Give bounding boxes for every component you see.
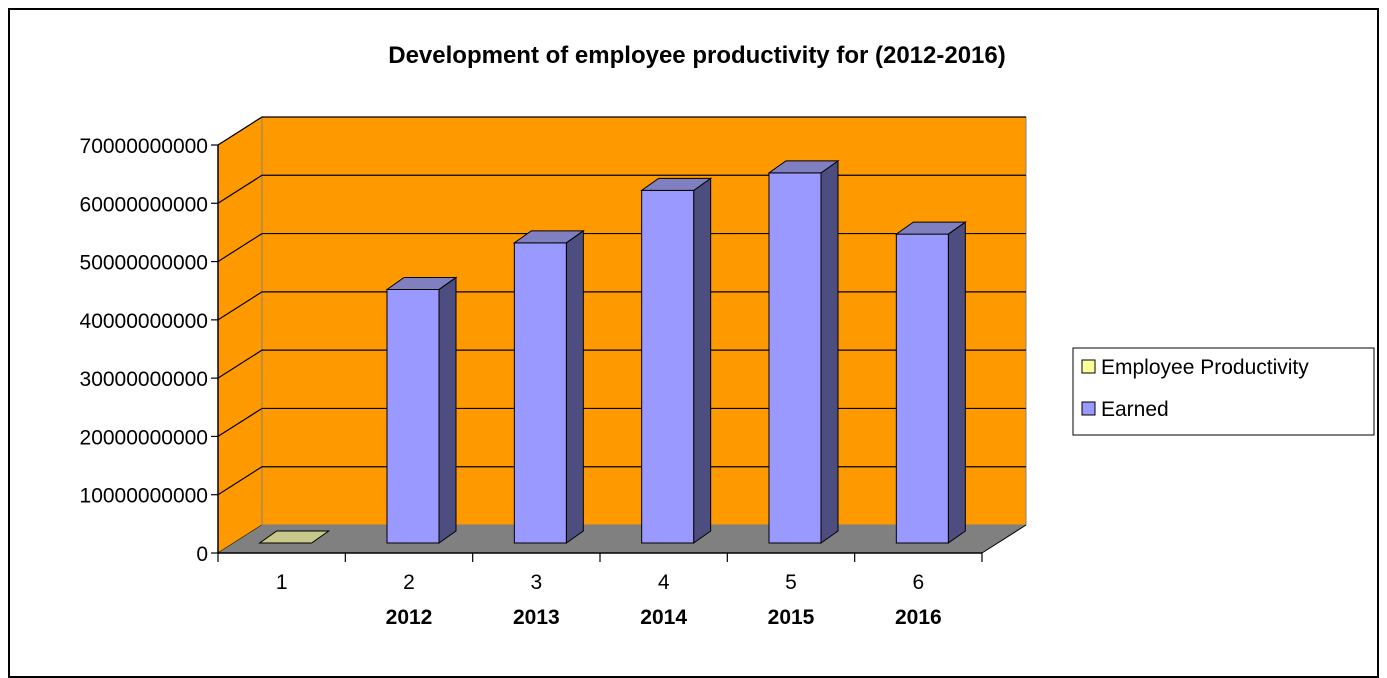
y-tick-label: 70000000000 bbox=[80, 135, 208, 158]
bar-side bbox=[438, 276, 457, 544]
bar-side bbox=[820, 159, 839, 544]
side-wall bbox=[217, 116, 263, 554]
bar-earned bbox=[894, 221, 967, 544]
bar-earned bbox=[385, 276, 458, 544]
x-year-label: 2012 bbox=[386, 606, 433, 629]
legend-box bbox=[1072, 347, 1375, 436]
bar-front bbox=[513, 242, 567, 544]
bar-earned bbox=[640, 177, 713, 544]
y-tick-label: 0 bbox=[196, 543, 208, 566]
legend-label-earned: Earned bbox=[1101, 398, 1169, 421]
x-year-label: 2014 bbox=[640, 606, 687, 629]
x-year-label: 2015 bbox=[768, 606, 815, 629]
bar-front bbox=[768, 172, 822, 544]
bar-employee-productivity bbox=[258, 530, 331, 544]
floor-edge bbox=[981, 524, 1027, 554]
bar-earned bbox=[512, 229, 585, 544]
bar-side bbox=[947, 221, 966, 544]
bar-side bbox=[565, 229, 584, 544]
bar-top bbox=[512, 230, 585, 244]
y-tick-label: 50000000000 bbox=[80, 252, 208, 275]
y-tick-label: 20000000000 bbox=[80, 426, 208, 449]
bar-front bbox=[641, 189, 695, 544]
y-tick-label: 40000000000 bbox=[80, 310, 208, 333]
bar-top bbox=[767, 160, 840, 174]
x-tick-label: 6 bbox=[912, 571, 924, 594]
y-tick-label: 60000000000 bbox=[80, 193, 208, 216]
legend: Employee Productivity Earned bbox=[1072, 347, 1375, 436]
legend-swatch-employee-productivity bbox=[1081, 359, 1096, 374]
x-tick-label: 2 bbox=[403, 571, 415, 594]
legend-swatch-earned bbox=[1081, 401, 1096, 416]
x-year-label: 2013 bbox=[513, 606, 560, 629]
bar-front bbox=[386, 288, 440, 544]
x-tick-label: 1 bbox=[276, 571, 288, 594]
x-year-label: 2016 bbox=[895, 606, 942, 629]
gridline bbox=[217, 116, 1026, 146]
bar-top bbox=[640, 177, 713, 191]
bar-side bbox=[693, 177, 712, 544]
bar-top bbox=[894, 221, 967, 235]
x-tick-label: 5 bbox=[785, 571, 797, 594]
bar-top bbox=[385, 276, 458, 290]
bars bbox=[258, 159, 967, 544]
chart-title: Development of employee productivity for… bbox=[388, 42, 1006, 69]
y-axis-ticks: 0 10000000000 20000000000 30000000000 400000… bbox=[80, 135, 218, 566]
x-axis-ticks: 1 2 2012 3 2013 4 2014 5 2015 6 2016 bbox=[217, 553, 983, 629]
bar-front bbox=[895, 233, 949, 544]
x-tick-label: 4 bbox=[658, 571, 670, 594]
legend-label-employee-productivity: Employee Productivity bbox=[1101, 356, 1309, 379]
y-tick-label: 30000000000 bbox=[80, 368, 208, 391]
x-tick-label: 3 bbox=[530, 571, 542, 594]
bar-earned bbox=[767, 159, 840, 544]
y-tick-label: 10000000000 bbox=[80, 485, 208, 508]
bar-top bbox=[258, 530, 331, 544]
